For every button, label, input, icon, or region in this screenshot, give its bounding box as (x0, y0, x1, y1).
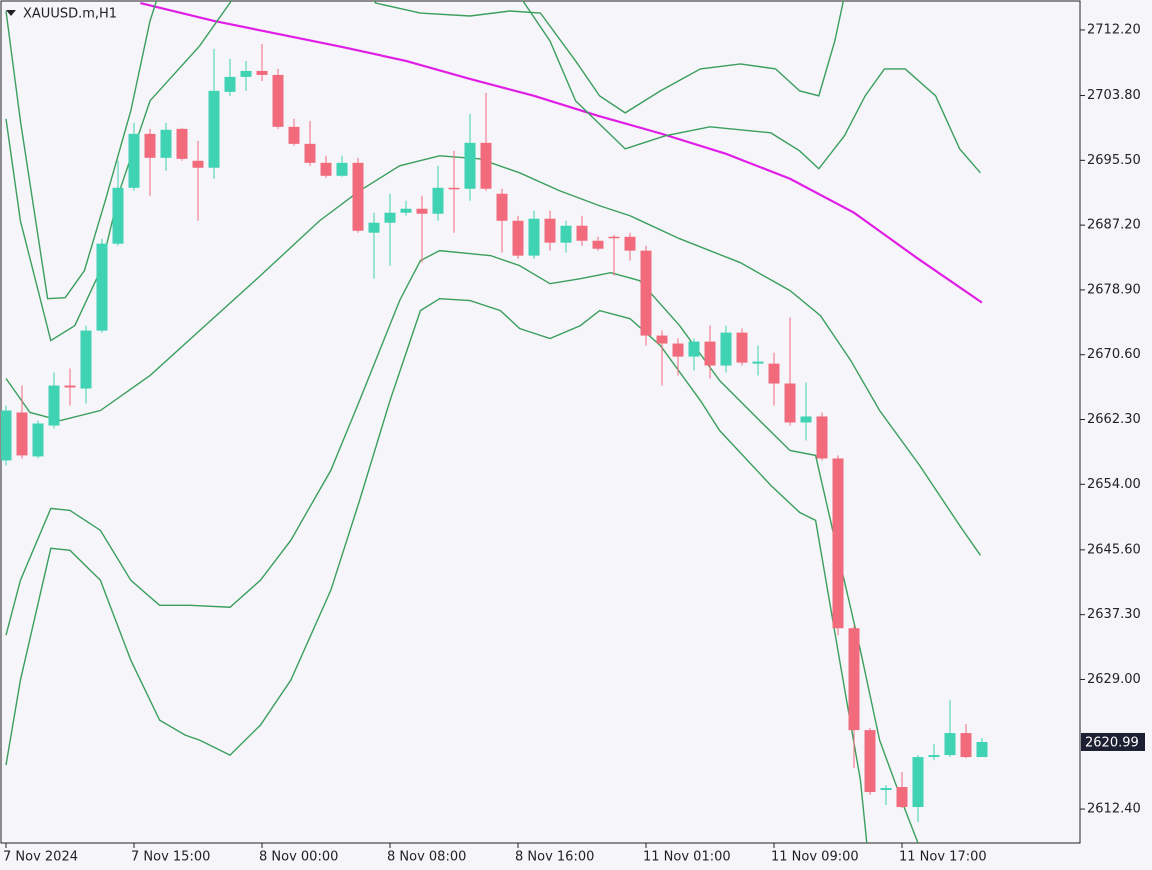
candle-body (640, 250, 652, 336)
candle-body (320, 162, 332, 176)
candle-body (352, 162, 364, 231)
current-price-box (1081, 732, 1145, 751)
y-tick-label: 2612.40 (1087, 802, 1141, 817)
y-tick-label: 2670.60 (1087, 347, 1141, 362)
y-tick-label: 2678.90 (1087, 282, 1141, 297)
indicator-line (5, 155, 981, 556)
candle-body (176, 128, 188, 159)
y-tick-label: 2645.60 (1087, 542, 1141, 557)
y-tick-label: 2712.20 (1087, 22, 1141, 37)
candle-body (704, 341, 716, 366)
y-tick-label: 2662.30 (1087, 412, 1141, 427)
candle-body (416, 208, 428, 214)
candle-body (496, 193, 508, 221)
candle-body (512, 220, 524, 256)
candle-body (64, 385, 76, 388)
candle-body (448, 187, 460, 190)
candle-body (112, 187, 124, 244)
candle-body (768, 363, 780, 384)
candle-body (528, 218, 540, 256)
candle-body (32, 423, 44, 457)
candle-body (464, 142, 476, 189)
candle-body (976, 741, 988, 758)
candle-body (592, 240, 604, 249)
x-tick-label: 8 Nov 00:00 (259, 850, 338, 865)
current-price-label: 2620.99 (1085, 735, 1139, 750)
y-tick-label: 2687.20 (1087, 218, 1141, 233)
x-tick-label: 11 Nov 17:00 (899, 850, 987, 865)
candle-body (608, 236, 620, 239)
candle-body (1, 410, 12, 461)
candle-body (944, 733, 956, 756)
x-tick-label: 8 Nov 16:00 (515, 850, 594, 865)
candle-body (272, 74, 284, 127)
candle-body (816, 416, 828, 459)
candle-body (672, 343, 684, 357)
candle-body (160, 129, 172, 158)
candle-body (224, 76, 236, 92)
candle-body (688, 341, 700, 357)
candle-body (880, 788, 892, 790)
candle-body (752, 361, 764, 364)
candle-body (896, 787, 908, 808)
candle-body (960, 733, 972, 758)
candle-body (304, 143, 316, 163)
x-tick-label: 11 Nov 09:00 (771, 850, 859, 865)
candle-body (432, 187, 444, 214)
candle-body (256, 70, 268, 75)
candle-body (912, 757, 924, 808)
y-tick-label: 2637.30 (1087, 607, 1141, 622)
candle-body (832, 458, 844, 629)
candle-body (288, 126, 300, 144)
x-tick-label: 7 Nov 2024 (3, 850, 78, 865)
candle-body (784, 383, 796, 423)
x-tick-label: 7 Nov 15:00 (131, 850, 210, 865)
candle-body (80, 330, 92, 389)
plot-area (1, 1, 988, 843)
candle-body (560, 225, 572, 243)
candle-body (144, 133, 156, 158)
candle-body (848, 628, 860, 731)
candle-body (336, 162, 348, 176)
candle-body (16, 412, 28, 456)
candle-body (800, 416, 812, 423)
candle-body (736, 332, 748, 363)
candle-body (192, 160, 204, 168)
y-tick-label: 2629.00 (1087, 672, 1141, 687)
indicator-line (140, 1, 983, 304)
indicator-line (5, 249, 919, 843)
chart-title: XAUUSD.m,H1 (23, 7, 117, 22)
candle-body (128, 133, 140, 188)
candle-body (720, 332, 732, 366)
candle-body (384, 212, 396, 223)
candle-body (624, 236, 636, 251)
y-tick-label: 2654.00 (1087, 477, 1141, 492)
indicator-line (5, 297, 868, 843)
candle-body (480, 142, 492, 189)
y-tick-label: 2703.80 (1087, 88, 1141, 103)
symbol-toggle[interactable] (6, 10, 16, 16)
candle-body (656, 335, 668, 344)
x-tick-label: 8 Nov 08:00 (387, 850, 466, 865)
candle-body (96, 243, 108, 331)
y-tick-label: 2695.50 (1087, 153, 1141, 168)
candle-body (928, 755, 940, 758)
candle-body (48, 385, 60, 426)
candle-body (864, 730, 876, 793)
candle-body (368, 222, 380, 233)
x-tick-label: 11 Nov 01:00 (643, 850, 731, 865)
candle-body (544, 218, 556, 243)
candle-body (240, 70, 252, 77)
candle-body (208, 90, 220, 168)
indicator-line (5, 1, 845, 300)
candle-body (400, 208, 412, 213)
candle-body (576, 225, 588, 241)
